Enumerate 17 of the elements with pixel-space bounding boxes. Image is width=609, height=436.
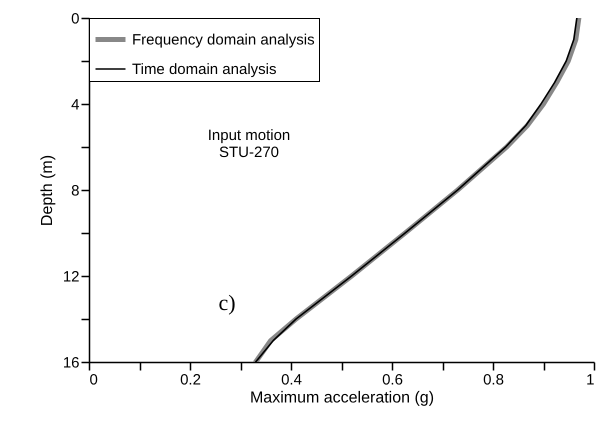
y-tick-label: 4 <box>71 96 80 114</box>
x-tick-label: 0.2 <box>180 372 201 388</box>
y-axis-title: Depth (m) <box>38 154 56 226</box>
x-tick-label: 0 <box>90 372 98 388</box>
x-tick-label: 0.6 <box>382 372 403 388</box>
x-tick-label: 0.4 <box>281 372 302 388</box>
y-tick-label: 12 <box>62 268 80 286</box>
annotation: c) <box>218 290 236 315</box>
y-tick-label: 8 <box>71 182 80 200</box>
x-axis-title: Maximum acceleration (g) <box>250 390 434 406</box>
y-tick-label: 0 <box>71 10 80 28</box>
y-tick-label: 16 <box>62 354 80 372</box>
legend-label: Time domain analysis <box>132 61 276 78</box>
x-tick-label: 0.8 <box>483 372 504 388</box>
annotation: Input motion STU-270 <box>208 127 290 161</box>
x-tick-label: 1 <box>586 372 594 388</box>
legend-label: Frequency domain analysis <box>132 32 315 48</box>
